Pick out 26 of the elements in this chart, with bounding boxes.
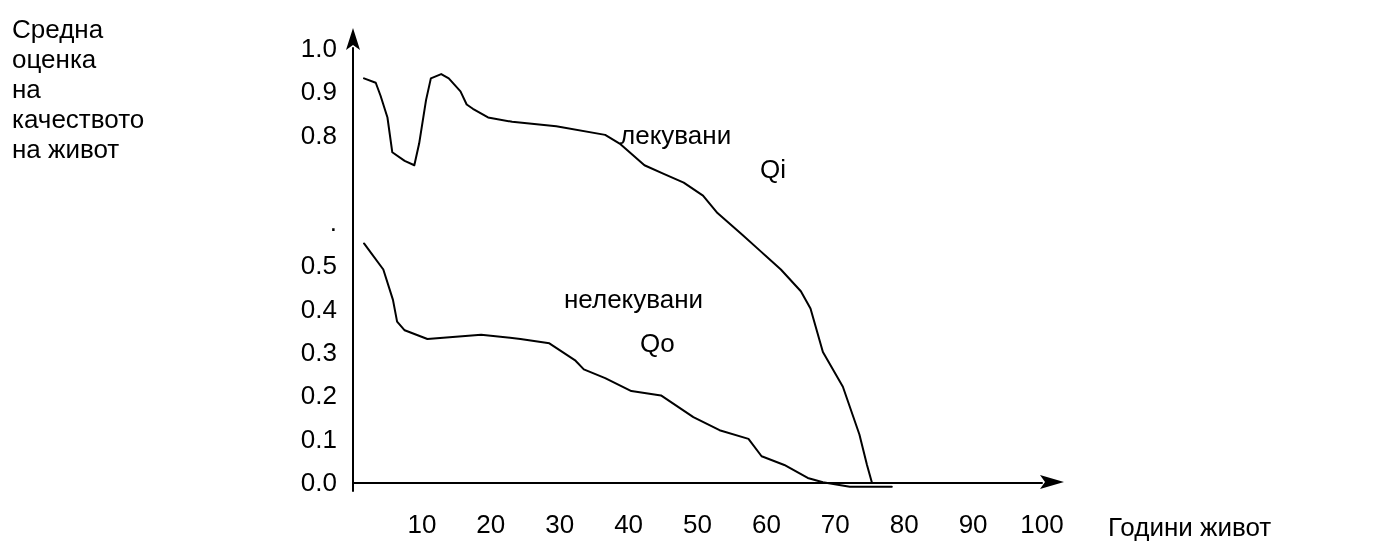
x-tick-label: 20	[476, 509, 506, 539]
y-tick-label: 0.2	[300, 380, 337, 411]
x-tick-label: 40	[614, 509, 644, 539]
y-tick-label: 0.8	[300, 119, 337, 150]
x-tick-label: 90	[958, 509, 988, 539]
y-tick-label: 0.3	[300, 337, 337, 368]
x-tick-label: 100	[1020, 509, 1064, 539]
text: Средна оценка на качеството на живот	[12, 14, 145, 164]
x-tick-label: 70	[820, 509, 850, 539]
y-tick-label: 0.9	[300, 76, 337, 107]
x-tick-label: 60	[751, 509, 781, 539]
y-tick-label: .	[329, 206, 337, 237]
x-axis-title: Години живот	[1108, 512, 1272, 542]
y-tick-label: 1.0	[300, 33, 337, 63]
x-tick-label: 30	[545, 509, 575, 539]
y-tick-label: 0.0	[300, 467, 337, 498]
x-tick-label: 10	[407, 509, 437, 539]
annotation: нелекувани	[564, 284, 704, 314]
x-tick-label: 50	[683, 509, 712, 539]
y-tick-label: 0.1	[300, 423, 337, 454]
x-tick-label: 80	[889, 509, 919, 539]
annotation: Qo	[640, 328, 675, 358]
y-tick-label: 0.4	[300, 293, 337, 324]
y-tick-label: 0.5	[300, 250, 337, 281]
annotation: лекувани	[620, 120, 732, 150]
annotation: Qi	[760, 154, 786, 184]
